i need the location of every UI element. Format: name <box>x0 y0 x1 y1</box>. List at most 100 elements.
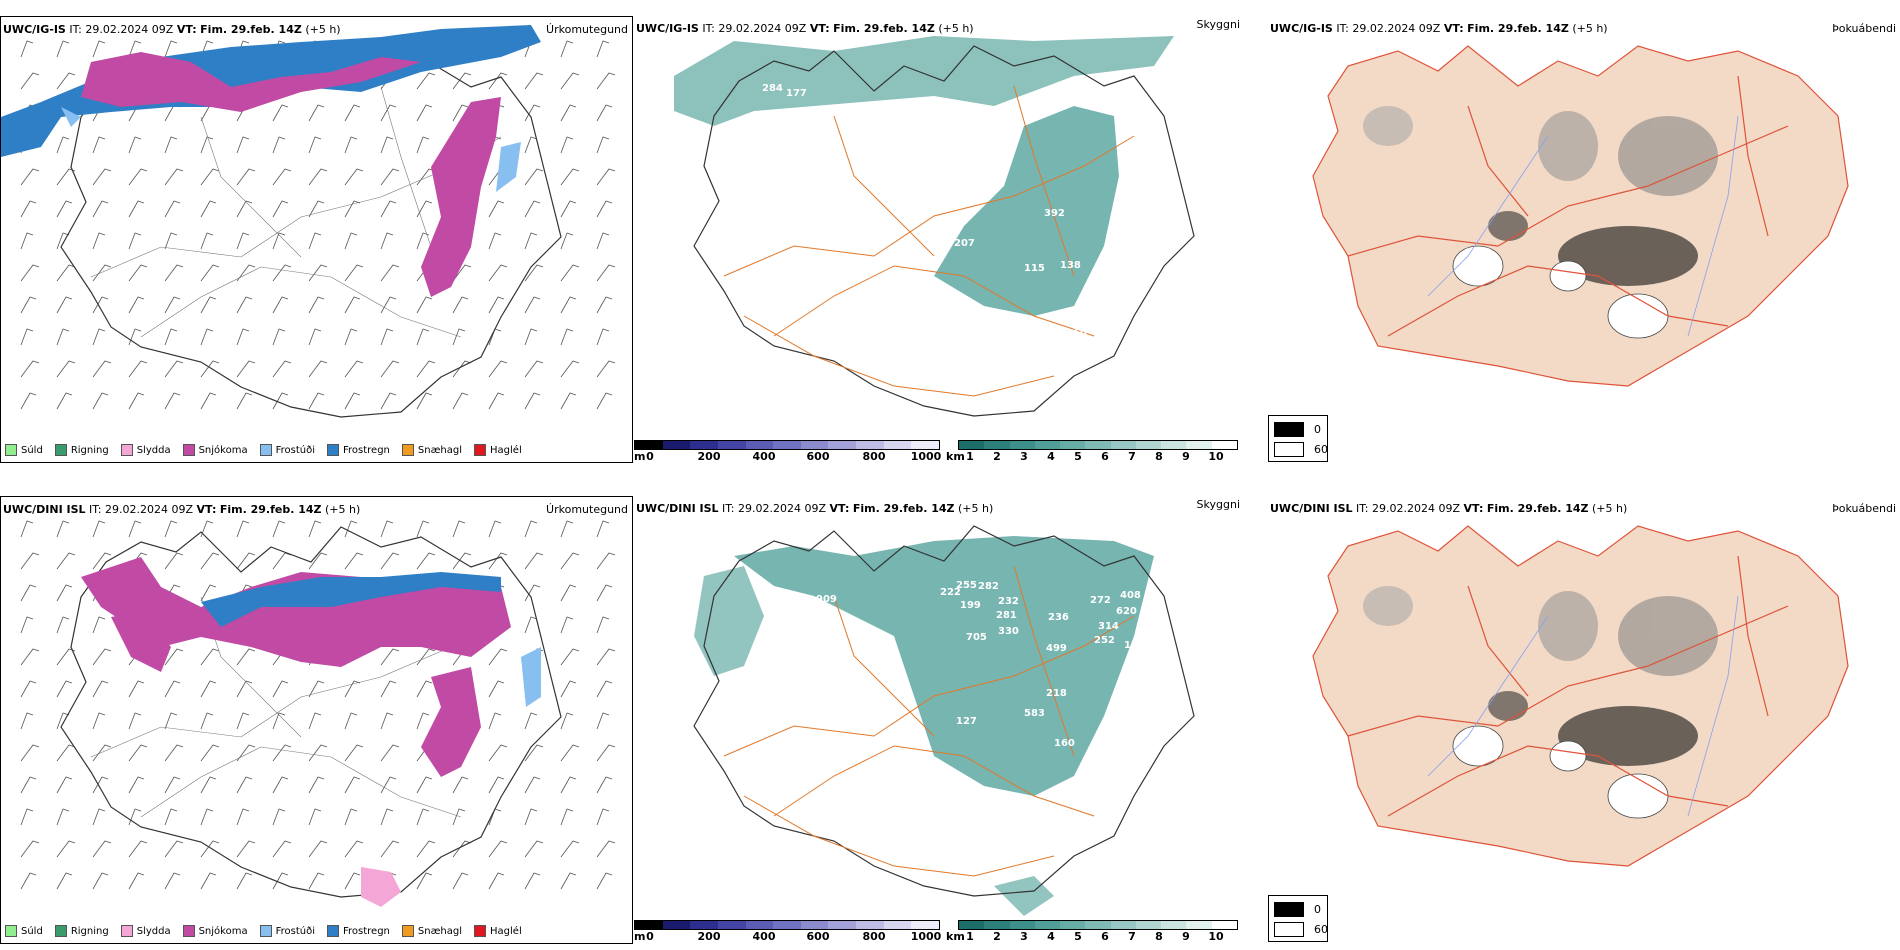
visibility-value: 218 <box>1120 108 1141 119</box>
wind-barb <box>560 200 577 218</box>
wind-barb <box>524 840 544 858</box>
wind-barb <box>380 552 400 570</box>
wind-barb <box>524 200 541 218</box>
colorbar-tick: 3 <box>1020 930 1028 943</box>
wind-barb <box>92 232 106 250</box>
wind-barb <box>380 808 394 826</box>
wind-barb <box>272 680 289 698</box>
wind-barb <box>92 296 109 314</box>
wind-barb <box>488 712 502 730</box>
wind-barb <box>452 808 466 826</box>
wind-barb <box>164 776 181 794</box>
visibility-colorbar-m-ticks: m 0 200 400 600 800 1000 <box>634 930 941 944</box>
wind-barb <box>596 136 610 154</box>
wind-barb <box>272 744 292 762</box>
fog-panel-top: UWC/IG-IS IT: 29.02.2024 09Z VT: Fim. 29… <box>1268 16 1900 463</box>
precip-legend: Súld Rigning Slydda Snjókoma Frostúði Fr… <box>5 444 522 456</box>
wind-barb <box>236 744 256 762</box>
wind-barb <box>596 744 616 762</box>
wind-barb <box>164 840 184 858</box>
fog-shading <box>1363 106 1718 286</box>
wind-barb <box>56 552 76 570</box>
wind-barb <box>416 648 436 666</box>
wind-barb <box>92 328 106 346</box>
wind-barb <box>56 40 70 58</box>
visibility-value: 499 <box>1046 643 1067 654</box>
wind-barb <box>164 552 184 570</box>
wind-barb <box>596 328 610 346</box>
wind-barb <box>272 328 286 346</box>
wind-barb <box>92 648 112 666</box>
visibility-value: 284 <box>762 83 783 94</box>
colorbar-unit: m <box>634 450 646 463</box>
wind-barb <box>308 840 328 858</box>
wind-barb <box>164 808 178 826</box>
visibility-value: 282 <box>978 581 999 592</box>
wind-barb <box>92 168 112 186</box>
wind-barb <box>56 136 70 154</box>
wind-barb <box>380 168 400 186</box>
wind-barb <box>416 200 433 218</box>
wind-barb <box>596 264 616 282</box>
fog-map <box>1312 525 1849 867</box>
wind-barb <box>380 648 400 666</box>
wind-barb <box>488 552 508 570</box>
wind-barb <box>236 680 253 698</box>
visibility-colorbar-km <box>958 440 1238 450</box>
wind-barb <box>488 296 505 314</box>
wind-barb <box>128 680 145 698</box>
wind-barb <box>56 200 73 218</box>
wind-barb <box>56 328 70 346</box>
colorbar-tick: 200 <box>697 930 721 943</box>
legend-item: Slydda <box>120 925 171 937</box>
wind-barb <box>452 264 472 282</box>
wind-barb <box>272 392 289 410</box>
wind-barb <box>560 552 580 570</box>
wind-barb <box>344 552 364 570</box>
colorbar-tick: 400 <box>752 450 776 463</box>
wind-barb <box>380 200 397 218</box>
colorbar-tick: 0 <box>646 450 654 463</box>
wind-barb <box>272 264 292 282</box>
wind-barb <box>596 168 616 186</box>
wind-barb <box>56 232 70 250</box>
wind-barb <box>200 776 217 794</box>
wind-barb <box>524 392 541 410</box>
wind-barb <box>128 392 145 410</box>
wind-barb <box>560 72 580 90</box>
wind-barb <box>380 744 400 762</box>
wind-barb <box>272 840 292 858</box>
legend-item: Snæhagl <box>401 925 462 937</box>
wind-barb <box>20 872 37 890</box>
wind-barb <box>164 712 178 730</box>
wind-barb <box>128 296 145 314</box>
colorbar-unit: m <box>634 930 646 943</box>
wind-barb <box>524 136 538 154</box>
colorbar-tick: 2 <box>993 930 1001 943</box>
wind-barb <box>416 520 430 538</box>
wind-barb <box>416 360 436 378</box>
wind-barb <box>56 520 70 538</box>
wind-barb <box>20 744 40 762</box>
wind-barb <box>524 712 538 730</box>
wind-barb <box>308 200 325 218</box>
wind-barb <box>380 840 400 858</box>
wind-barb <box>56 776 73 794</box>
wind-barb <box>56 584 73 602</box>
wind-barb <box>236 200 253 218</box>
wind-barb <box>308 360 328 378</box>
colorbar-unit: km <box>946 930 965 943</box>
wind-barb <box>560 808 574 826</box>
wind-barb <box>344 104 361 122</box>
wind-barb <box>344 776 361 794</box>
precip-areas <box>1 25 541 297</box>
wind-barb <box>164 648 184 666</box>
wind-barb <box>560 872 577 890</box>
wind-barb <box>560 712 574 730</box>
wind-barb <box>308 872 325 890</box>
visibility-value: 376 <box>806 655 827 666</box>
wind-barb <box>560 296 577 314</box>
wind-barb <box>236 360 256 378</box>
wind-barb <box>560 840 580 858</box>
wind-barb <box>596 520 610 538</box>
